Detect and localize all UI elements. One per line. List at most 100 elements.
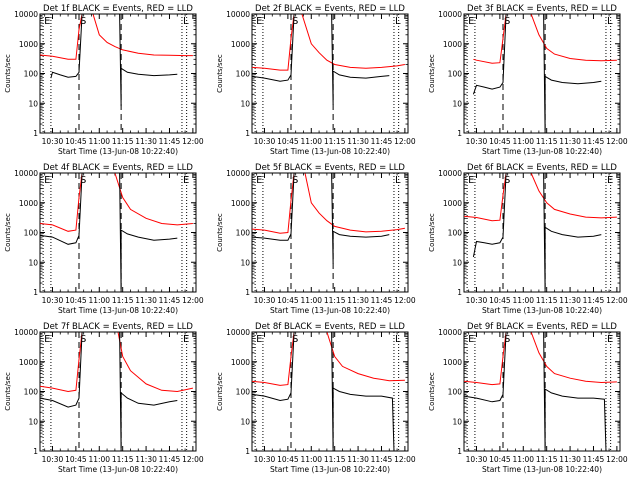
time-marker-label: E <box>256 334 262 345</box>
x-tick-label: 12:00 <box>394 137 416 146</box>
x-tick-label: 12:00 <box>182 137 204 146</box>
y-tick-label: 10000 <box>226 328 250 337</box>
x-tick-label: 11:00 <box>88 137 110 146</box>
time-marker-label: E <box>44 334 50 345</box>
y-tick-label: 100 <box>24 229 39 238</box>
time-marker-label: S <box>80 175 86 186</box>
y-tick-label: 1 <box>457 129 462 138</box>
series-black-line <box>252 173 390 264</box>
series-red-line <box>252 332 405 386</box>
x-axis-label: Start Time (13-Jun-08 10:22:40) <box>58 465 178 474</box>
x-tick-label: 12:00 <box>182 296 204 305</box>
plot-frame <box>39 13 197 134</box>
x-tick-label: 10:45 <box>489 455 511 464</box>
x-tick-label: 10:30 <box>42 137 64 146</box>
x-tick-label: 10:30 <box>42 296 64 305</box>
panel-title: Det 4f BLACK = Events, RED = LLD <box>43 163 193 173</box>
panel-5: Det 5f BLACK = Events, RED = LLD 1 10 100 10… <box>216 163 416 315</box>
x-tick-label: 11:00 <box>300 137 322 146</box>
time-marker-label: S <box>504 16 510 27</box>
time-marker-label: S <box>80 16 86 27</box>
time-marker-label: S <box>292 175 298 186</box>
panel-8: Det 8f BLACK = Events, RED = LLD 1 10 100 10… <box>216 322 416 474</box>
y-tick-label: 100 <box>448 229 463 238</box>
y-axis-label: Counts/sec <box>4 54 12 93</box>
y-tick-label: 1 <box>245 288 250 297</box>
x-tick-label: 11:30 <box>347 137 369 146</box>
panel-title: Det 5f BLACK = Events, RED = LLD <box>255 163 405 173</box>
x-tick-label: 11:30 <box>559 455 581 464</box>
x-tick-label: 11:15 <box>536 455 558 464</box>
time-marker-label: L <box>607 16 613 27</box>
y-tick-label: 1 <box>245 129 250 138</box>
y-axis-label: Counts/sec <box>216 54 224 93</box>
x-tick-label: 10:30 <box>254 455 276 464</box>
plot-frame <box>39 172 197 293</box>
series-black-line <box>464 332 607 451</box>
x-axis-label: Start Time (13-Jun-08 10:22:40) <box>58 306 178 315</box>
x-tick-label: 11:15 <box>112 137 134 146</box>
y-tick-label: 10 <box>452 99 462 108</box>
panel-4: Det 4f BLACK = Events, RED = LLD 1 10 100 10… <box>4 163 204 315</box>
time-marker-label: E <box>44 16 50 27</box>
y-axis-label: Counts/sec <box>428 54 436 93</box>
time-marker-label: E <box>468 175 474 186</box>
series-red-line <box>473 14 617 64</box>
panel-title: Det 9f BLACK = Events, RED = LLD <box>467 322 617 332</box>
y-tick-label: 100 <box>24 388 39 397</box>
y-tick-label: 1 <box>33 129 38 138</box>
x-tick-label: 12:00 <box>606 455 628 464</box>
y-tick-label: 10000 <box>14 328 38 337</box>
x-tick-label: 11:15 <box>112 296 134 305</box>
y-tick-label: 1 <box>457 447 462 456</box>
x-tick-label: 11:15 <box>324 455 346 464</box>
x-tick-label: 11:00 <box>300 455 322 464</box>
series-red-line <box>252 173 405 234</box>
y-tick-label: 100 <box>448 70 463 79</box>
x-axis-label: Start Time (13-Jun-08 10:22:40) <box>270 147 390 156</box>
x-tick-label: 11:30 <box>559 137 581 146</box>
time-marker-label: E <box>183 175 189 186</box>
y-axis-label: Counts/sec <box>4 372 12 411</box>
x-tick-label: 11:45 <box>371 137 393 146</box>
y-axis-label: Counts/sec <box>4 213 12 252</box>
y-tick-label: 1000 <box>443 199 462 208</box>
x-axis-label: Start Time (13-Jun-08 10:22:40) <box>482 465 602 474</box>
x-tick-label: 11:30 <box>559 296 581 305</box>
panel-title: Det 2f BLACK = Events, RED = LLD <box>255 4 405 14</box>
y-axis-label: Counts/sec <box>428 372 436 411</box>
y-tick-label: 1000 <box>19 40 38 49</box>
series-black-line <box>252 14 390 105</box>
x-tick-label: 11:45 <box>583 455 605 464</box>
x-tick-label: 12:00 <box>606 296 628 305</box>
y-tick-label: 1000 <box>231 358 250 367</box>
panel-6: Det 6f BLACK = Events, RED = LLD 1 10 100 10… <box>428 163 628 315</box>
plot-frame <box>463 172 621 293</box>
x-tick-label: 12:00 <box>394 296 416 305</box>
time-marker-label: E <box>607 334 613 345</box>
x-axis-label: Start Time (13-Jun-08 10:22:40) <box>270 465 390 474</box>
x-tick-label: 11:30 <box>135 455 157 464</box>
y-tick-label: 100 <box>24 70 39 79</box>
x-tick-label: 11:45 <box>583 296 605 305</box>
time-marker-label: E <box>468 334 474 345</box>
y-tick-label: 1000 <box>231 40 250 49</box>
series-black-line <box>252 332 395 451</box>
y-tick-label: 1000 <box>443 40 462 49</box>
x-tick-label: 11:00 <box>300 296 322 305</box>
panel-7: Det 7f BLACK = Events, RED = LLD 1 10 100 10… <box>4 322 204 474</box>
x-tick-label: 11:15 <box>112 455 134 464</box>
x-tick-label: 10:45 <box>65 296 87 305</box>
time-marker-label: S <box>80 334 86 345</box>
series-red-line <box>40 173 193 232</box>
y-tick-label: 1 <box>33 288 38 297</box>
y-tick-label: 1 <box>245 447 250 456</box>
x-tick-label: 10:45 <box>489 137 511 146</box>
x-tick-label: 11:15 <box>324 296 346 305</box>
x-tick-label: 12:00 <box>606 137 628 146</box>
panel-3: Det 3f BLACK = Events, RED = LLD 1 10 100 10… <box>428 4 628 156</box>
x-tick-label: 11:30 <box>347 296 369 305</box>
x-tick-label: 10:30 <box>42 455 64 464</box>
x-tick-label: 11:45 <box>371 296 393 305</box>
